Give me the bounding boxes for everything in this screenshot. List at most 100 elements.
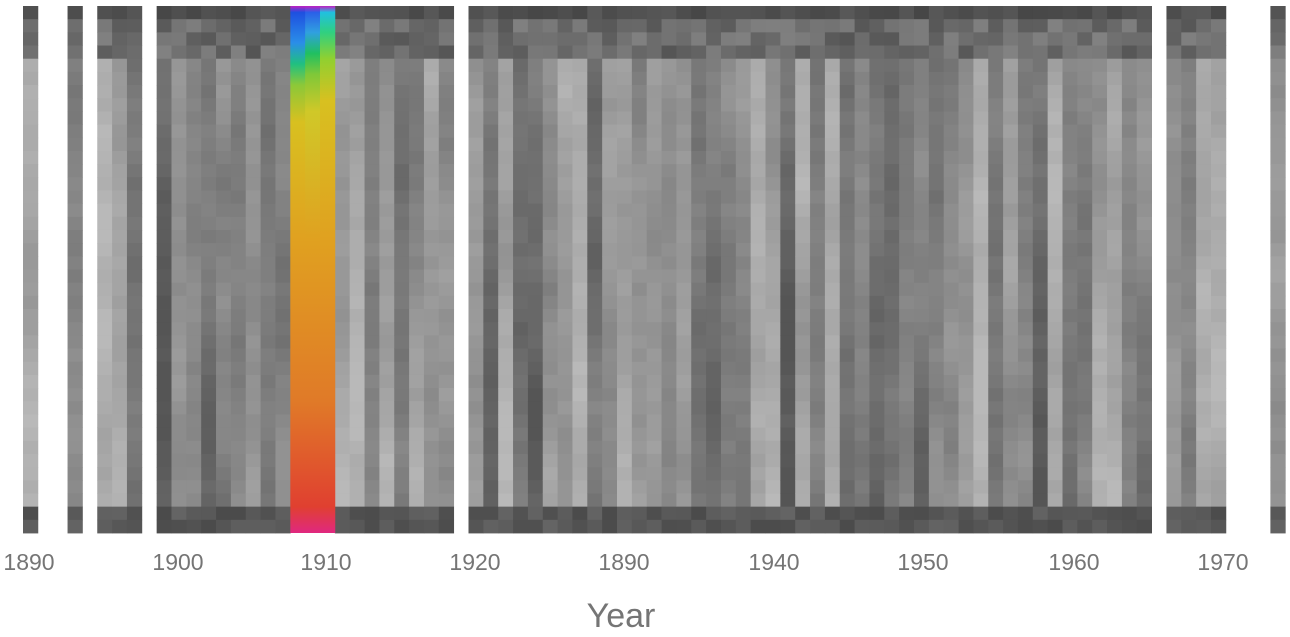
heatmap-cell (631, 58, 648, 73)
heatmap-cell (869, 480, 885, 494)
heatmap-cell (854, 269, 870, 284)
heatmap-cell (943, 388, 959, 402)
heatmap-cell (958, 348, 974, 363)
heatmap-cell (765, 295, 781, 310)
heatmap-cell (216, 124, 232, 139)
heatmap-cell (364, 150, 380, 165)
heatmap-cell (112, 322, 128, 336)
heatmap-cell (1166, 322, 1182, 336)
heatmap-cell (394, 493, 410, 508)
heatmap-cell (706, 427, 722, 442)
heatmap-cell (720, 282, 737, 297)
heatmap-cell (156, 322, 172, 336)
heatmap-cell (720, 58, 737, 73)
heatmap-cell (527, 282, 544, 297)
heatmap-cell (1270, 467, 1286, 481)
heatmap-cell (691, 493, 707, 508)
heatmap-cell (1136, 111, 1152, 125)
heatmap-cell (602, 256, 618, 270)
heatmap-cell (156, 85, 172, 99)
heatmap-cell (572, 269, 588, 284)
heatmap-cell (765, 6, 781, 20)
heatmap-cell (112, 282, 128, 297)
heatmap-cell (230, 309, 247, 323)
heatmap-cell (765, 269, 781, 284)
heatmap-cell (602, 401, 618, 415)
heatmap-cell (795, 190, 811, 205)
heatmap-cell (914, 322, 930, 336)
heatmap-cell (527, 190, 544, 205)
heatmap-cell (661, 137, 677, 152)
heatmap-cell (824, 401, 841, 415)
heatmap-cell (542, 177, 558, 191)
heatmap-cell (542, 309, 558, 323)
heatmap-cell (617, 58, 633, 73)
heatmap-cell (126, 164, 143, 178)
heatmap-cell (839, 124, 855, 139)
heatmap-cell (884, 506, 900, 521)
heatmap-cell (260, 32, 276, 46)
heatmap-cell (97, 335, 113, 349)
heatmap-cell (646, 177, 662, 191)
heatmap-cell (676, 164, 692, 178)
heatmap-cell (1270, 58, 1286, 73)
heatmap-cell (1136, 6, 1152, 20)
heatmap-cell (1017, 427, 1034, 442)
heatmap-cell (1077, 124, 1093, 139)
heatmap-cell (1062, 480, 1078, 494)
heatmap-cell (661, 414, 677, 429)
heatmap-cell (810, 124, 826, 139)
heatmap-cell (1166, 124, 1182, 139)
heatmap-cell (661, 269, 677, 284)
heatmap-cell (646, 98, 662, 112)
heatmap-cell (1017, 190, 1034, 205)
heatmap-cell (245, 335, 261, 349)
heatmap-cell (988, 58, 1004, 73)
heatmap-cell (631, 190, 648, 205)
heatmap-cell (379, 361, 395, 376)
heatmap-cell (394, 243, 410, 257)
heatmap-cell (483, 32, 499, 46)
x-tick-label: 1890 (3, 549, 54, 575)
heatmap-cell (1166, 190, 1182, 205)
heatmap-cell (498, 506, 514, 521)
heatmap-cell (1211, 256, 1227, 270)
heatmap-cell (958, 322, 974, 336)
heatmap-cell (602, 374, 618, 389)
heatmap-cell (839, 203, 855, 218)
heatmap-cell (899, 348, 915, 363)
heatmap-cell (275, 335, 291, 349)
heatmap-cell (216, 480, 232, 494)
heatmap-cell (602, 71, 618, 86)
heatmap-cell (854, 164, 870, 178)
heatmap-cell (750, 6, 766, 20)
heatmap-cell (126, 374, 143, 389)
heatmap-cell (1136, 335, 1152, 349)
heatmap-cell (1270, 388, 1286, 402)
heatmap-cell (631, 335, 648, 349)
heatmap-cell (1166, 493, 1182, 508)
heatmap-cell (869, 190, 885, 205)
heatmap-cell (156, 137, 172, 152)
heatmap-cell (973, 414, 989, 429)
heatmap-cell (839, 282, 855, 297)
heatmap-cell (498, 164, 514, 178)
heatmap-cell (1166, 111, 1182, 125)
heatmap-cell (973, 71, 989, 86)
heatmap-cell (958, 480, 974, 494)
heatmap-cell (765, 177, 781, 191)
heatmap-cell (1107, 348, 1123, 363)
heatmap-cell (810, 335, 826, 349)
heatmap-cell (275, 229, 291, 244)
heatmap-cell (720, 6, 737, 20)
heatmap-cell (914, 6, 930, 20)
heatmap-cell (1136, 85, 1152, 99)
heatmap-cell (483, 190, 499, 205)
heatmap-cell (735, 243, 752, 257)
heatmap-cell (379, 519, 395, 534)
heatmap-cell (958, 361, 974, 376)
heatmap-cell (631, 414, 648, 429)
heatmap-cell (899, 467, 915, 481)
heatmap-cell (438, 177, 455, 191)
heatmap-cell (958, 506, 974, 521)
